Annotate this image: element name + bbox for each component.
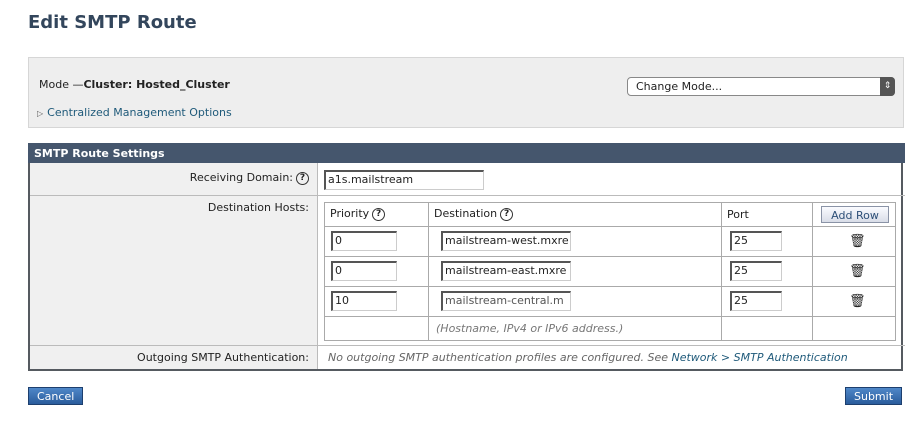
- outgoing-auth-label: Outgoing SMTP Authentication:: [30, 346, 318, 369]
- change-mode-select[interactable]: Change Mode... ⇕: [627, 77, 895, 96]
- delete-cell: 🗑: [813, 287, 896, 317]
- port-input[interactable]: 25: [730, 231, 782, 251]
- centralized-management-link[interactable]: ▷ Centralized Management Options: [37, 106, 232, 119]
- add-row-button[interactable]: Add Row: [821, 206, 889, 223]
- trash-icon[interactable]: 🗑: [849, 294, 866, 309]
- destination-input[interactable]: mailstream-east.mxre: [441, 261, 571, 281]
- delete-cell: 🗑: [813, 227, 896, 257]
- priority-input[interactable]: 0: [331, 231, 397, 251]
- question-circle-icon[interactable]: ?: [296, 171, 309, 185]
- mode-text: Mode —Cluster: Hosted_Cluster: [39, 78, 230, 91]
- destination-hint: (Hostname, IPv4 or IPv6 address.): [429, 317, 722, 341]
- priority-input[interactable]: 0: [331, 261, 397, 281]
- outgoing-auth-cell: No outgoing SMTP authentication profiles…: [318, 346, 905, 369]
- submit-button[interactable]: Submit: [845, 387, 903, 405]
- destination-input[interactable]: mailstream-central.m: [441, 291, 571, 311]
- port-header: Port: [722, 203, 813, 227]
- change-mode-value: Change Mode...: [636, 80, 723, 93]
- port-cell: 25: [722, 227, 813, 257]
- page-title: Edit SMTP Route: [28, 12, 197, 33]
- mode-panel: Mode —Cluster: Hosted_Cluster ▷ Centraliz…: [28, 57, 904, 128]
- trash-icon[interactable]: 🗑: [849, 234, 866, 249]
- port-cell: 25: [722, 287, 813, 317]
- destination-header: Destination?: [429, 203, 722, 227]
- question-circle-icon[interactable]: ?: [500, 207, 514, 221]
- receiving-domain-label: Receiving Domain:?: [30, 163, 318, 196]
- trash-icon[interactable]: 🗑: [849, 264, 866, 279]
- port-input[interactable]: 25: [730, 261, 782, 281]
- triangle-right-icon: ▷: [37, 109, 44, 118]
- destination-header-text: Destination: [434, 207, 498, 220]
- receiving-domain-cell: a1s.mailstream: [318, 163, 905, 196]
- destination-input[interactable]: mailstream-west.mxre: [441, 231, 571, 251]
- port-input[interactable]: 25: [730, 291, 782, 311]
- priority-header: Priority?: [325, 203, 429, 227]
- priority-header-text: Priority: [330, 207, 370, 220]
- destination-cell: mailstream-central.m: [429, 287, 722, 317]
- hint-row-empty: [325, 317, 429, 341]
- receiving-domain-text: Receiving Domain:: [189, 171, 293, 184]
- table-row: 0: [325, 257, 429, 287]
- destination-hosts-label: Destination Hosts:: [30, 196, 318, 346]
- mode-label: Mode —: [39, 78, 84, 91]
- mode-value: Cluster: Hosted_Cluster: [83, 78, 230, 91]
- port-cell: 25: [722, 257, 813, 287]
- smtp-authentication-link[interactable]: Network > SMTP Authentication: [671, 351, 848, 364]
- centralized-management-label: Centralized Management Options: [47, 106, 232, 119]
- add-row-cell: Add Row: [813, 203, 896, 227]
- destination-cell: mailstream-east.mxre: [429, 257, 722, 287]
- hint-row-empty: [722, 317, 813, 341]
- destination-cell: mailstream-west.mxre: [429, 227, 722, 257]
- settings-header: SMTP Route Settings: [28, 143, 905, 163]
- receiving-domain-input[interactable]: a1s.mailstream: [324, 170, 484, 190]
- outgoing-auth-text: No outgoing SMTP authentication profiles…: [328, 351, 668, 364]
- destination-hosts-cell: [318, 196, 905, 346]
- delete-cell: 🗑: [813, 257, 896, 287]
- cancel-button[interactable]: Cancel: [28, 387, 84, 405]
- question-circle-icon[interactable]: ?: [372, 207, 386, 221]
- table-row: 0: [325, 227, 429, 257]
- smtp-route-settings: SMTP Route Settings Receiving Domain:? a…: [28, 143, 905, 371]
- table-row: 10: [325, 287, 429, 317]
- select-arrows-icon: ⇕: [880, 77, 895, 96]
- priority-input[interactable]: 10: [331, 291, 397, 311]
- destination-hosts-table: Priority? Destination? Port Add Row 0 ma…: [324, 202, 896, 341]
